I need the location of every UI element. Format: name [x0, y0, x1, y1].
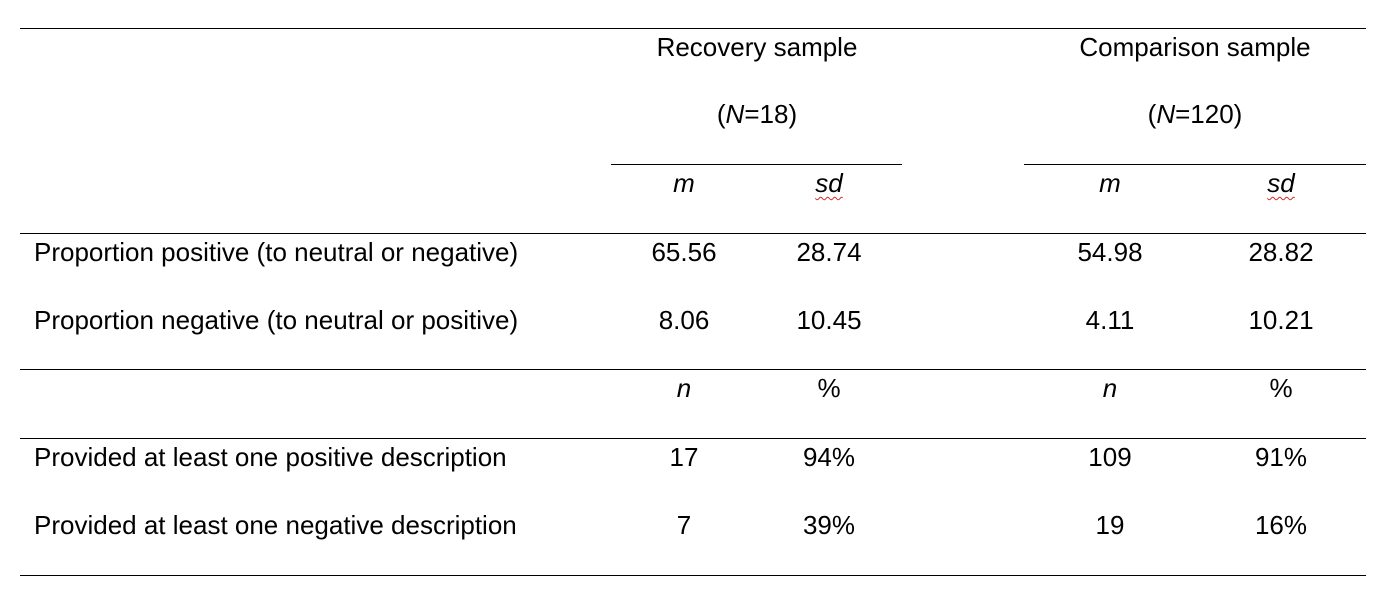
row-label: Proportion negative (to neutral or posit… — [34, 305, 519, 335]
recovery-mean-value: 65.56 — [651, 237, 717, 267]
comparison-mean-value: 4.11 — [1085, 305, 1135, 335]
comparison-pct-value: 16% — [1254, 510, 1308, 540]
recovery-sample-title: Recovery sample — [656, 32, 858, 62]
comparison-sd-value: 28.82 — [1248, 237, 1314, 267]
row-label: Proportion positive (to neutral or negat… — [34, 237, 519, 267]
comparison-sample-size: (N=120) — [1147, 99, 1243, 129]
comparison-mean-value: 54.98 — [1077, 237, 1143, 267]
bottom-rule — [20, 575, 1366, 576]
recovery-sd-value: 10.45 — [796, 305, 862, 335]
comparison-sample-title: Comparison sample — [1079, 32, 1311, 62]
recovery-pct-value: 94% — [802, 442, 856, 472]
comparison-pct-value: 91% — [1254, 442, 1308, 472]
recovery-n-header: n — [676, 373, 692, 403]
recovery-header-rule — [611, 164, 902, 165]
count-header-rule — [20, 438, 1366, 439]
comparison-pct-header: % — [1269, 373, 1293, 403]
section-rule — [20, 369, 1366, 370]
row-label: Provided at least one negative descripti… — [34, 510, 517, 540]
recovery-sd-value: 28.74 — [796, 237, 862, 267]
top-rule — [20, 28, 1366, 29]
comparison-header-rule — [1024, 164, 1366, 165]
comparison-sd-header: sd — [1267, 168, 1295, 198]
comparison-mean-header: m — [1099, 168, 1121, 198]
comparison-n-value: 19 — [1095, 510, 1125, 540]
comparison-n-value: 109 — [1088, 442, 1132, 472]
recovery-sample-size: (N=18) — [716, 99, 798, 129]
row-label: Provided at least one positive descripti… — [34, 442, 507, 472]
recovery-pct-header: % — [817, 373, 841, 403]
recovery-sd-header: sd — [815, 168, 843, 198]
recovery-n-value: 7 — [676, 510, 692, 540]
recovery-mean-header: m — [673, 168, 695, 198]
recovery-n-value: 17 — [669, 442, 699, 472]
comparison-sd-value: 10.21 — [1248, 305, 1314, 335]
header-bottom-rule — [20, 233, 1366, 234]
recovery-pct-value: 39% — [802, 510, 856, 540]
recovery-mean-value: 8.06 — [658, 305, 710, 335]
comparison-n-header: n — [1102, 373, 1118, 403]
